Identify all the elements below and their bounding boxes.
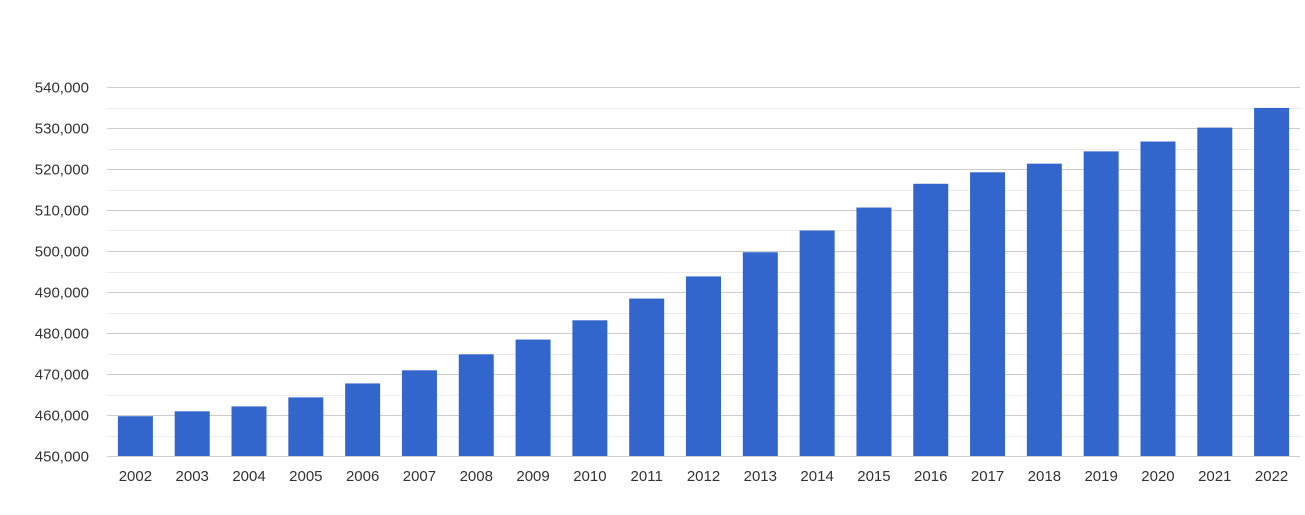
bar-2011 xyxy=(629,298,665,456)
bar-2020 xyxy=(1140,141,1176,456)
x-axis-tick-labels: 2002 2003 2004 2005 2006 2007 2008 2009 2010 2011… xyxy=(119,468,1289,485)
bar-2014 xyxy=(799,230,835,456)
x-tick-label: 2006 xyxy=(346,468,379,485)
x-tick-label: 2021 xyxy=(1198,468,1231,485)
y-tick-label: 540,000 xyxy=(35,80,89,97)
x-tick-label: 2005 xyxy=(289,468,322,485)
x-tick-label: 2004 xyxy=(232,468,265,485)
bar-2017 xyxy=(970,172,1006,456)
bar-2013 xyxy=(742,252,778,456)
x-tick-label: 2012 xyxy=(687,468,720,485)
bar-2022 xyxy=(1254,107,1290,456)
bar-2002 xyxy=(117,416,153,456)
y-tick-label: 460,000 xyxy=(35,408,89,425)
x-tick-label: 2022 xyxy=(1255,468,1288,485)
y-tick-label: 480,000 xyxy=(35,326,89,343)
bar-2006 xyxy=(345,383,381,456)
x-tick-label: 2011 xyxy=(631,468,663,485)
x-tick-label: 2009 xyxy=(516,468,549,485)
x-tick-label: 2016 xyxy=(914,468,947,485)
bar-2018 xyxy=(1026,163,1062,457)
y-tick-label: 530,000 xyxy=(35,121,89,138)
x-tick-label: 2017 xyxy=(971,468,1004,485)
y-tick-label: 450,000 xyxy=(35,449,89,466)
bar-2009 xyxy=(515,339,551,456)
bar-2008 xyxy=(458,354,494,456)
y-axis-tick-labels: 450,000 460,000 470,000 480,000 490,000 500,0… xyxy=(35,80,89,466)
x-tick-label: 2002 xyxy=(119,468,152,485)
x-tick-label: 2018 xyxy=(1028,468,1061,485)
bar-2012 xyxy=(686,276,721,456)
y-tick-label: 520,000 xyxy=(35,162,89,179)
x-tick-label: 2019 xyxy=(1084,468,1117,485)
x-tick-label: 2003 xyxy=(176,468,209,485)
x-tick-label: 2010 xyxy=(573,468,606,485)
y-tick-label: 490,000 xyxy=(35,285,89,302)
bar-2015 xyxy=(856,207,892,456)
x-tick-label: 2015 xyxy=(857,468,890,485)
bar-2016 xyxy=(913,183,949,456)
y-tick-label: 500,000 xyxy=(35,244,89,261)
x-tick-label: 2020 xyxy=(1141,468,1174,485)
y-tick-label: 510,000 xyxy=(35,203,89,220)
bar-2021 xyxy=(1197,127,1233,456)
y-tick-label: 470,000 xyxy=(35,367,89,384)
x-tick-label: 2007 xyxy=(403,468,436,485)
bars xyxy=(117,107,1290,457)
bar-2003 xyxy=(174,411,210,456)
bar-2007 xyxy=(401,370,437,456)
bar-2010 xyxy=(572,320,608,456)
bar-2004 xyxy=(231,406,267,456)
x-tick-label: 2013 xyxy=(744,468,777,485)
bar-2005 xyxy=(288,397,324,456)
x-tick-label: 2014 xyxy=(800,468,833,485)
x-tick-label: 2008 xyxy=(460,468,493,485)
bar-2019 xyxy=(1083,151,1119,456)
